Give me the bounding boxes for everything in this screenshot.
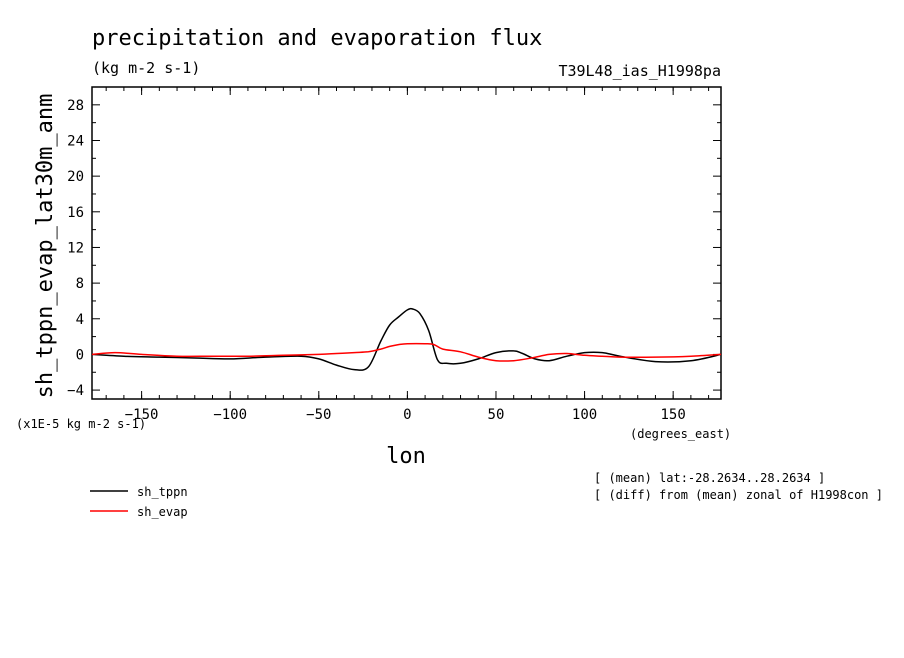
y-tick-label: 16 xyxy=(67,205,84,221)
legend: sh_tppn sh_evap xyxy=(90,485,188,519)
series-line-sh_evap xyxy=(92,342,721,362)
note-mean-lat: [ (mean) lat:-28.2634..28.2634 ] xyxy=(594,471,825,485)
x-tick-label: 150 xyxy=(661,407,686,423)
legend-label: sh_evap xyxy=(137,505,188,519)
x-tick-label: 0 xyxy=(403,407,411,423)
note-diff: [ (diff) from (mean) zonal of H1998con ] xyxy=(594,488,883,502)
y-axis-label: sh_tppn_evap_lat30m_anm xyxy=(33,94,58,399)
y-tick-label: 8 xyxy=(76,276,84,292)
x-tick-label: −100 xyxy=(213,407,247,423)
series-layer xyxy=(92,307,721,371)
run-label: T39L48_ias_H1998pa xyxy=(558,62,721,80)
x-tick-label: −50 xyxy=(306,407,331,423)
axis-ticks: −150 −100 −50 0 50 100 150 −4 0 4 8 12 16 20 24 28 xyxy=(67,86,721,423)
y-tick-label: 12 xyxy=(67,240,84,256)
y-tick-label: 24 xyxy=(67,133,84,149)
y-tick-label: −4 xyxy=(67,383,84,399)
y-scale-label: (x1E-5 kg m-2 s-1) xyxy=(16,417,146,431)
y-tick-label: 4 xyxy=(76,312,84,328)
x-tick-label: 100 xyxy=(572,407,597,423)
chart-title: precipitation and evaporation flux xyxy=(92,26,542,51)
x-tick-label: 50 xyxy=(488,407,505,423)
legend-label: sh_tppn xyxy=(137,485,188,499)
chart-units: (kg m-2 s-1) xyxy=(92,59,200,77)
plot-area: −150 −100 −50 0 50 100 150 −4 0 4 8 12 16 20 24 28 xyxy=(67,86,722,423)
y-tick-label: 0 xyxy=(76,347,84,363)
series-line-sh_tppn xyxy=(92,307,721,371)
x-units-label: (degrees_east) xyxy=(630,427,731,441)
plot-frame xyxy=(91,86,722,400)
x-tick-label: −150 xyxy=(125,407,159,423)
y-tick-label: 28 xyxy=(67,98,84,114)
x-axis-label: lon xyxy=(386,444,426,469)
y-tick-label: 20 xyxy=(67,169,84,185)
